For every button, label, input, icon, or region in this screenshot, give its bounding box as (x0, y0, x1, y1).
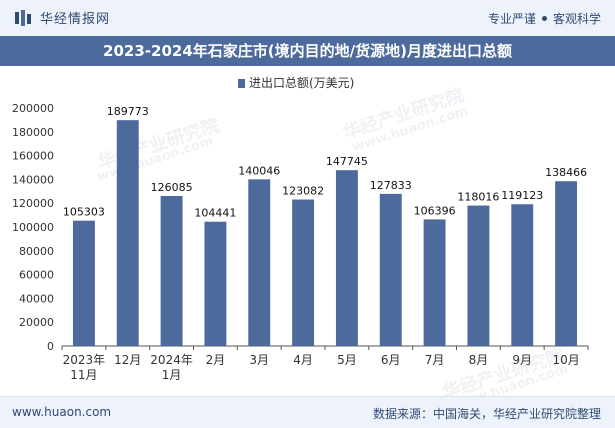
bar-value-label: 123082 (282, 185, 324, 198)
y-tick-label: 160000 (12, 150, 54, 163)
brand-name: 华经情报网 (40, 12, 111, 27)
bar-value-label: 104441 (194, 207, 236, 220)
bar (379, 193, 402, 346)
x-tick-label: 1月 (162, 368, 182, 382)
tagline-left: 专业严谨 (487, 12, 536, 26)
y-tick-label: 200000 (12, 102, 54, 115)
y-tick-label: 180000 (12, 126, 54, 139)
x-tick-label: 10月 (552, 353, 579, 367)
tagline-right: 客观科学 (552, 12, 601, 26)
x-tick-label: 6月 (381, 353, 401, 367)
separator-dot-icon (541, 16, 547, 21)
y-tick-label: 60000 (19, 269, 54, 282)
y-tick-label: 140000 (12, 173, 54, 186)
legend-swatch (238, 79, 245, 88)
chart-title: 2023-2024年石家庄市(境内目的地/货源地)月度进出口总额 (103, 42, 512, 60)
bar-value-label: 105303 (63, 206, 105, 219)
x-tick-label: 12月 (114, 353, 141, 367)
footer-bar: www.huaon.com 数据来源：中国海关，华经产业研究院整理 (0, 396, 615, 428)
x-tick-label: 7月 (425, 353, 445, 367)
x-tick-label: 9月 (512, 353, 532, 367)
bar (423, 219, 446, 346)
bar (204, 221, 227, 346)
x-tick-label: 2月 (206, 353, 226, 367)
bar-value-label: 138466 (545, 166, 587, 179)
bar (467, 205, 490, 346)
bar (511, 204, 534, 346)
brand: 华经情报网 (14, 8, 110, 27)
y-tick-label: 120000 (12, 197, 54, 210)
footer-website: www.huaon.com (12, 405, 112, 419)
y-tick-label: 80000 (19, 245, 54, 258)
bar-value-label: 106396 (414, 204, 456, 217)
bar-value-label: 147745 (326, 155, 368, 168)
bar (292, 199, 315, 346)
tagline: 专业严谨 客观科学 (488, 10, 601, 27)
y-tick-label: 0 (47, 340, 54, 353)
bar-chart: 进出口总额(万美元) 0 20000 40000 60000 80000 100000 120… (12, 76, 589, 382)
y-tick-label: 40000 (19, 292, 54, 305)
bar (72, 220, 95, 346)
bar (335, 170, 358, 346)
brand-logo-icon (15, 9, 31, 26)
bar (555, 181, 578, 346)
legend-label: 进出口总额(万美元) (249, 76, 354, 90)
bar-value-label: 189773 (107, 105, 149, 118)
x-tick-label: 4月 (293, 353, 313, 367)
bar (248, 179, 271, 346)
x-tick-label: 3月 (249, 353, 269, 367)
y-tick-label: 100000 (12, 221, 54, 234)
bar-value-label: 127833 (370, 179, 412, 192)
header-bar: 华经情报网 专业严谨 客观科学 (0, 0, 615, 37)
x-tick-label: 5月 (337, 353, 357, 367)
footer-source: 数据来源：中国海关，华经产业研究院整理 (372, 407, 601, 421)
bar-value-label: 118016 (457, 191, 499, 204)
bar (116, 120, 139, 346)
bar (160, 195, 183, 346)
x-tick-label: 11月 (70, 368, 97, 382)
x-tick-label: 2024年 (150, 353, 193, 367)
x-tick-label: 2023年 (63, 353, 106, 367)
bar-value-label: 126085 (151, 181, 193, 194)
title-bar: 2023-2024年石家庄市(境内目的地/货源地)月度进出口总额 (0, 36, 615, 66)
bar-value-label: 119123 (501, 189, 543, 202)
x-tick-label: 8月 (469, 353, 489, 367)
bar-value-label: 140046 (238, 164, 280, 177)
y-tick-label: 20000 (19, 316, 54, 329)
